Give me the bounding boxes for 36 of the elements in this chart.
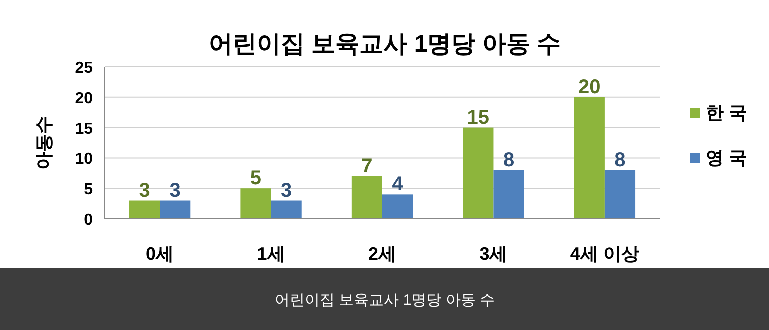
data-label: 15 [467,106,490,129]
bar [574,97,605,219]
bar [240,188,272,219]
data-label: 3 [170,180,181,202]
bar [129,200,160,219]
data-label: 5 [250,168,262,190]
bar [352,176,382,219]
x-tick-label: 1세 [257,244,286,264]
y-axis-title: 아동수 [34,116,54,170]
bar [463,128,494,219]
y-tick-label: 0 [84,212,94,229]
y-tick-label: 10 [75,151,94,168]
x-tick-label: 2세 [368,244,397,264]
legend-label: 영 국 [706,148,748,168]
data-label: 4 [392,174,404,196]
y-tick-label: 25 [75,60,94,77]
data-label: 3 [281,180,292,202]
text: 어린이집 보육교사 1명당 아동 수 [274,292,496,309]
bar [494,170,524,219]
x-tick-label: 4세 이상 [570,244,640,264]
data-label: 3 [139,180,150,202]
x-tick-label: 3세 [480,244,508,264]
legend-label: 한 국 [706,103,748,123]
data-label: 7 [362,155,373,178]
data-label: 8 [503,149,515,172]
bar [160,200,191,219]
y-tick-label: 5 [84,182,94,199]
bar [604,170,636,219]
y-tick-label: 20 [75,90,94,108]
bar [271,200,302,219]
data-label: 8 [614,149,626,172]
chart-title: 어린이집 보육교사 1명당 아동 수 [208,31,562,58]
y-tick-label: 15 [75,120,94,138]
bar [382,194,414,219]
data-label: 20 [578,76,601,98]
x-tick-label: 0세 [146,244,174,264]
